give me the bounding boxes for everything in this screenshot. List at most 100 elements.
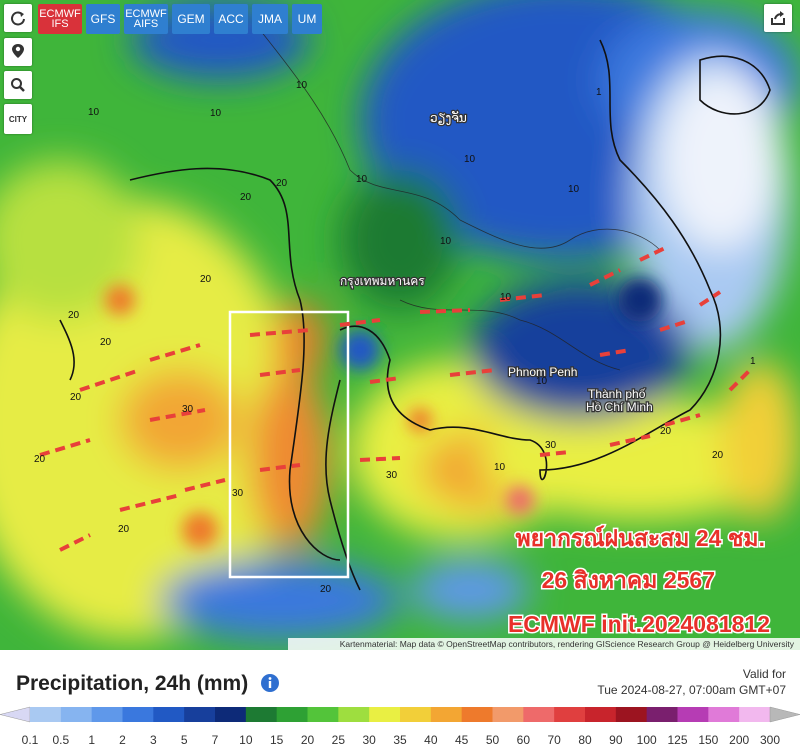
scale-label: 10	[239, 733, 253, 747]
scale-segment	[184, 707, 216, 722]
zoom-button[interactable]	[4, 71, 32, 99]
scale-label: 25	[332, 733, 346, 747]
contour-label: 1	[596, 87, 602, 98]
scale-arrow-right	[769, 706, 800, 723]
attribution-bg	[288, 638, 800, 650]
place-label: ວຽງຈັນ	[430, 111, 467, 125]
contour-label: 20	[200, 274, 212, 285]
contour-label: 10	[296, 80, 308, 91]
contour-label: 30	[232, 488, 244, 499]
contour-label: 20	[276, 178, 288, 189]
contour-label: 20	[68, 310, 80, 321]
refresh-icon	[11, 11, 25, 26]
scale-label: 80	[578, 733, 592, 747]
map[interactable]: 10 10 10 1 20 20 10 10 10 10 20 20 30 20 30 20 20 30 10 10 3…	[0, 0, 800, 650]
scale-segment	[276, 707, 308, 722]
color-scale: 0.1 0.5 1 2 3 5 7 10 15 20 25 30 35 40 45 50 60 70 80 90 100…	[0, 706, 800, 747]
contour-label: 10	[494, 462, 506, 473]
contour-label: 20	[240, 192, 252, 203]
location-button[interactable]	[4, 38, 32, 66]
info-icon[interactable]	[260, 673, 280, 693]
scale-segment	[400, 707, 432, 722]
contour-label: 30	[545, 440, 557, 451]
model-button-label: ECMWF	[125, 8, 167, 20]
borders	[259, 29, 661, 371]
scale-segment	[215, 707, 247, 722]
contour-label: 1	[750, 356, 756, 367]
scale-segment	[30, 707, 62, 722]
model-button[interactable]: JMA	[252, 4, 288, 34]
scale-segment	[430, 707, 463, 722]
refresh-button[interactable]	[4, 4, 32, 32]
share-button[interactable]	[764, 4, 792, 32]
scale-segment	[122, 707, 154, 722]
scale-arrow-left	[0, 706, 31, 723]
scale-segment	[307, 707, 339, 722]
scale-segment	[739, 707, 771, 722]
contour-label: 10	[464, 154, 476, 165]
location-icon	[12, 44, 24, 58]
model-button[interactable]: GFS	[86, 4, 120, 34]
scale-label: 300	[760, 733, 780, 747]
overlay-text: พยากรณ์ฝนสะสม 24 ชม. 26 สิงหาคม 2567 ECMWF…	[506, 524, 771, 639]
contour-label: 20	[34, 454, 46, 465]
scale-label: 125	[667, 733, 687, 747]
contour-labels: 10 10 10 1 20 20 10 10 10 10 20 20 30 20 30 20 20 30 10 10 3…	[34, 80, 756, 595]
contour-label: 10	[356, 174, 368, 185]
model-button[interactable]: UM	[292, 4, 322, 34]
contour-label: 20	[712, 450, 724, 461]
model-button[interactable]: ECMWF AIFS	[124, 4, 168, 34]
scale-label: 1	[88, 733, 95, 747]
scale-label: 30	[362, 733, 376, 747]
place-labels: ວຽງຈັນ กรุงเทพมหานคร Phnom Penh Thành phốHồ…	[339, 110, 654, 416]
wind-arrows	[39, 246, 752, 552]
contour-label: 10	[88, 107, 100, 118]
contour-label: 10	[440, 236, 452, 247]
model-button[interactable]: ECMWF IFS	[38, 4, 82, 34]
highlight-box	[228, 310, 350, 579]
scale-segment	[646, 707, 678, 722]
scale-label: 0.5	[52, 733, 69, 747]
contour-label: 20	[100, 337, 112, 348]
contour-label: 30	[386, 470, 398, 481]
scale-segment	[461, 707, 493, 722]
city-button[interactable]: CITY	[4, 104, 32, 134]
legend-title-text: Precipitation, 24h (mm)	[16, 672, 249, 695]
contour-label: 30	[182, 404, 194, 415]
precipitation-field	[0, 0, 800, 650]
scale-segment	[492, 707, 524, 722]
scale-label: 70	[547, 733, 561, 747]
model-button[interactable]: GEM	[172, 4, 210, 34]
scale-segment	[523, 707, 555, 722]
scale-segment	[91, 707, 123, 722]
scale-label: 40	[424, 733, 438, 747]
contour-label: 20	[660, 426, 672, 437]
model-button-label: GEM	[177, 12, 205, 26]
zoom-icon	[11, 78, 25, 92]
place-label: กรุงเทพมหานคร	[340, 274, 425, 289]
valid-label: Valid for	[742, 667, 786, 681]
valid-time: Tue 2024-08-27, 07:00am GMT+07	[597, 683, 786, 697]
scale-segment	[615, 707, 648, 722]
scale-label: 60	[517, 733, 531, 747]
overlay-line: ECMWF init.2024081812	[508, 611, 770, 637]
model-button-label: IFS	[51, 18, 69, 30]
scale-label: 3	[150, 733, 157, 747]
model-button[interactable]: ACC	[214, 4, 248, 34]
scale-label: 2	[119, 733, 126, 747]
contour-label: 10	[568, 184, 580, 195]
scale-segment	[585, 707, 617, 722]
place-label: Hồ Chí Minh	[586, 400, 653, 414]
coastlines	[59, 39, 771, 591]
scale-segment	[554, 707, 586, 722]
place-label: Thành phố	[588, 387, 646, 401]
scale-segment	[245, 707, 278, 722]
model-button-label: UM	[297, 12, 317, 26]
contour-label: 10	[536, 376, 548, 387]
scale-segment	[369, 707, 401, 722]
scale-label: 35	[393, 733, 407, 747]
scale-label: 20	[301, 733, 315, 747]
contour-label: 10	[210, 108, 222, 119]
scale-label: 100	[637, 733, 657, 747]
